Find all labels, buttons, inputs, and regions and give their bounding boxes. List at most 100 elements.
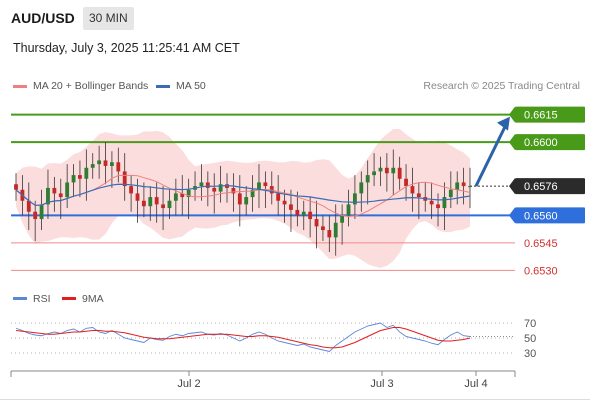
candle-body (46, 187, 50, 205)
candle-body (141, 200, 146, 207)
legend-ma50: MA 50 (156, 80, 206, 92)
candle-body (378, 167, 383, 172)
candle-body (199, 182, 204, 187)
candle-body (436, 204, 440, 209)
candle-body (173, 193, 178, 201)
candle-body (468, 186, 472, 188)
rsi-ma-legend-swatch (62, 297, 76, 300)
candle-body (391, 167, 396, 174)
candle-body (205, 182, 210, 188)
candle-body (250, 189, 255, 198)
candle-body (244, 197, 249, 205)
level-label-0-6615: 0.6615 (524, 110, 558, 122)
candle-body (71, 175, 76, 183)
candle-body (180, 193, 185, 198)
candle-body (321, 226, 325, 231)
rsi-tick-label: 70 (524, 318, 536, 330)
level-pointer-0-6615 (509, 106, 515, 123)
candle-body (135, 193, 140, 201)
candle-body (148, 197, 153, 207)
candle-body (212, 187, 217, 192)
candle-body (263, 182, 268, 187)
x-tick-label: Jul 3 (370, 378, 393, 390)
candle-body (218, 184, 223, 192)
level-tag-0-6615 (515, 106, 585, 123)
candle-body (90, 164, 95, 168)
candle-body (154, 197, 159, 205)
candle-body (442, 197, 447, 209)
legend-ma50-label: MA 50 (176, 80, 206, 92)
credit-text: Research © 2025 Trading Central (423, 80, 580, 92)
rsi-legend-label: RSI (33, 293, 51, 305)
candle-body (314, 219, 319, 227)
datetime-label: Thursday, July 3, 2025 11:25:41 AM CET (13, 41, 240, 55)
candle-body (352, 193, 357, 205)
pair-title: AUD/USD (11, 10, 75, 26)
candle-body (26, 200, 31, 212)
x-tick-label: Jul 4 (464, 378, 487, 390)
candle-body (276, 193, 281, 201)
bollinger-band (16, 128, 470, 268)
candle-body (103, 160, 108, 166)
candle-body (416, 193, 421, 198)
candle-body (448, 189, 453, 198)
candle-body (78, 175, 82, 179)
candle-body (65, 182, 70, 198)
rsi-line (15, 322, 471, 352)
x-tick-label: Jul 2 (177, 378, 200, 390)
ma50-swatch (156, 84, 170, 88)
candle-body (384, 167, 389, 174)
candle-body (397, 167, 402, 179)
candle-body (410, 186, 415, 194)
legend-ma20-bb: MA 20 + Bollinger Bands (13, 80, 148, 92)
candle-body (455, 182, 460, 190)
candle-body (257, 182, 261, 190)
candle-body (308, 211, 313, 220)
candle-body (33, 211, 38, 220)
level-pointer-0-6600 (509, 134, 515, 151)
candle-body (429, 200, 434, 205)
candle-body (116, 162, 121, 172)
candle-body (186, 189, 191, 198)
candle-body (109, 162, 114, 166)
candle-body (289, 204, 293, 210)
projection-arrow-shaft (474, 123, 508, 187)
candle-body (122, 171, 127, 187)
rsi-tick-label: 30 (524, 348, 536, 360)
current-price-pointer (509, 178, 515, 195)
rsi-ma-legend-label: 9MA (82, 293, 104, 305)
current-price-tag (515, 178, 585, 195)
candle-body (301, 211, 306, 216)
candle-body (282, 200, 287, 205)
level-tag-0-6600 (515, 134, 585, 151)
candle-body (295, 209, 300, 216)
level-label-0-6530: 0.6530 (524, 265, 558, 277)
level-label-0-6545: 0.6545 (524, 238, 558, 250)
candle-body (97, 160, 102, 165)
candle-body (167, 200, 172, 209)
legend-ma20-label: MA 20 + Bollinger Bands (33, 80, 149, 92)
candle-body (52, 187, 57, 194)
ma50-line (15, 183, 471, 206)
ma20-swatch (13, 84, 27, 88)
candle-body (372, 171, 377, 176)
candle-body (237, 193, 242, 205)
level-label-0-6560: 0.6560 (524, 210, 558, 222)
candle-body (333, 222, 338, 238)
chart-header: AUD/USD 30 MIN (0, 0, 590, 36)
timeframe-badge[interactable]: 30 MIN (83, 7, 134, 30)
candle-body (461, 182, 466, 187)
candle-body (404, 178, 408, 187)
candle-body (231, 187, 236, 194)
candle-body (327, 230, 332, 238)
candle-body (129, 186, 134, 194)
candle-body (340, 215, 345, 223)
level-tag-0-6560 (515, 207, 585, 224)
projection-arrow-head (497, 116, 510, 131)
rsi-ma-line (15, 326, 471, 349)
level-pointer-0-6560 (509, 207, 515, 224)
candle-body (84, 167, 89, 179)
candle-body (58, 193, 63, 198)
candle-body (346, 204, 351, 216)
rsi-tick-label: 50 (524, 333, 536, 345)
